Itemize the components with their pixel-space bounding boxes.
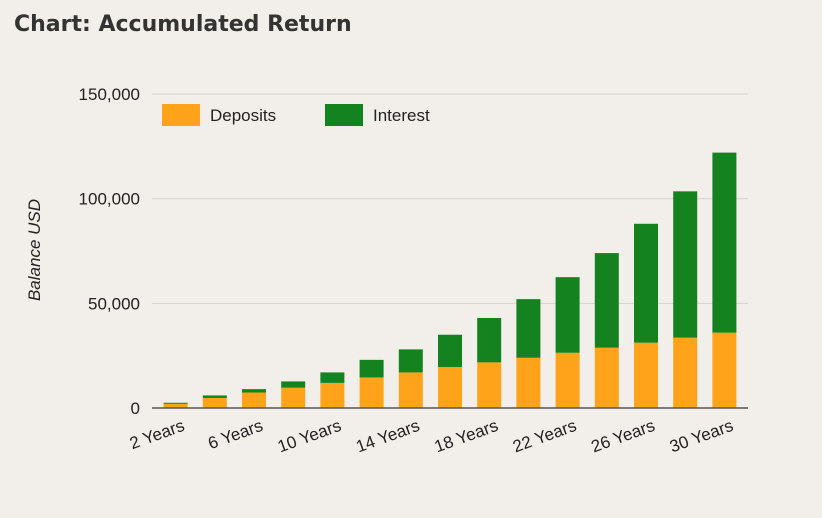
bar-interest-15 [712, 152, 737, 333]
y-tick-label: 50,000 [88, 294, 140, 313]
legend: Deposits Interest [162, 104, 430, 126]
gridlines [152, 93, 748, 304]
bar-deposits-9 [477, 362, 502, 408]
bar-interest-7 [398, 349, 423, 373]
bars [163, 152, 737, 408]
x-tick-label: 26 Years [589, 416, 658, 456]
bar-interest-10 [516, 299, 541, 358]
bar-deposits-2 [202, 397, 227, 408]
bar-interest-4 [281, 381, 306, 388]
x-axis-ticks: 2 Years 6 Years 10 Years 14 Years 18 Years 22… [127, 416, 736, 456]
bar-deposits-13 [634, 342, 658, 408]
bar-deposits-10 [516, 357, 541, 408]
x-tick-label: 2 Years [127, 416, 187, 453]
bar-interest-14 [673, 191, 698, 338]
bar-deposits-12 [594, 347, 619, 408]
bar-interest-9 [477, 317, 502, 363]
bar-interest-6 [359, 359, 384, 378]
y-tick-label: 150,000 [79, 85, 140, 104]
bar-deposits-15 [712, 332, 737, 408]
bar-deposits-5 [320, 382, 345, 408]
legend-label-deposits: Deposits [210, 106, 276, 125]
legend-swatch-deposits [162, 104, 200, 126]
bar-deposits-4 [281, 387, 306, 408]
bar-deposits-8 [438, 366, 462, 408]
chart-title: Chart: Accumulated Return [14, 12, 352, 37]
legend-label-interest: Interest [373, 106, 430, 125]
bar-deposits-6 [359, 377, 384, 408]
bar-deposits-11 [555, 352, 580, 408]
bar-interest-2 [202, 395, 227, 398]
bar-deposits-3 [242, 392, 266, 408]
bar-deposits-7 [398, 372, 423, 408]
y-axis-label: Balance USD [25, 199, 44, 301]
x-tick-label: 18 Years [432, 416, 501, 456]
y-axis-ticks: 0 50,000 100,000 150,000 [79, 85, 140, 418]
bar-interest-1 [163, 402, 188, 404]
x-tick-label: 22 Years [510, 416, 579, 456]
x-tick-label: 30 Years [667, 416, 736, 456]
bar-interest-3 [242, 389, 266, 393]
x-tick-label: 10 Years [275, 416, 344, 456]
bar-interest-12 [594, 253, 619, 348]
legend-swatch-interest [325, 104, 363, 126]
bar-interest-8 [438, 334, 462, 367]
bar-interest-11 [555, 277, 580, 353]
y-tick-label: 100,000 [79, 190, 140, 209]
x-tick-label: 6 Years [206, 416, 266, 453]
bar-interest-5 [320, 372, 345, 383]
x-tick-label: 14 Years [353, 416, 422, 456]
bar-deposits-1 [163, 403, 188, 408]
y-tick-label: 0 [131, 399, 140, 418]
bar-interest-13 [634, 223, 658, 343]
bar-deposits-14 [673, 337, 698, 408]
